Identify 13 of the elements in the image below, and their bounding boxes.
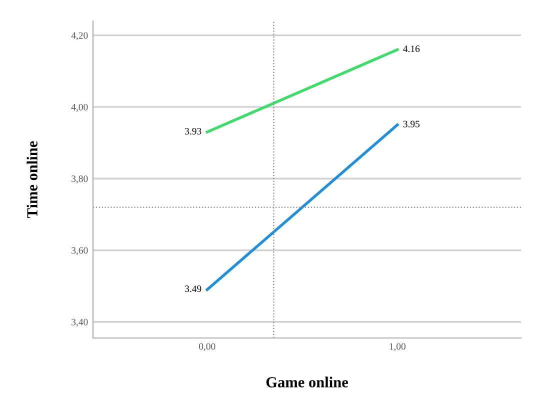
y-tick-label: 3,60 xyxy=(72,247,88,256)
y-tick-label: 4,20 xyxy=(71,32,88,40)
y-tick-label: 3,40 xyxy=(72,318,88,327)
data-label: 4.16 xyxy=(403,46,420,52)
x-tick-label: 1,00 xyxy=(390,343,406,352)
data-label: 3.49 xyxy=(185,286,202,292)
x-tick-label: 0,00 xyxy=(198,343,216,352)
y-tick-label: 4,00 xyxy=(71,104,88,112)
x-axis-title: Game online xyxy=(266,376,348,388)
y-tick-label: 3,80 xyxy=(72,176,88,184)
data-label: 3.95 xyxy=(403,120,420,128)
y-axis-title: Time online xyxy=(26,141,38,218)
data-label: 3.93 xyxy=(185,128,202,135)
